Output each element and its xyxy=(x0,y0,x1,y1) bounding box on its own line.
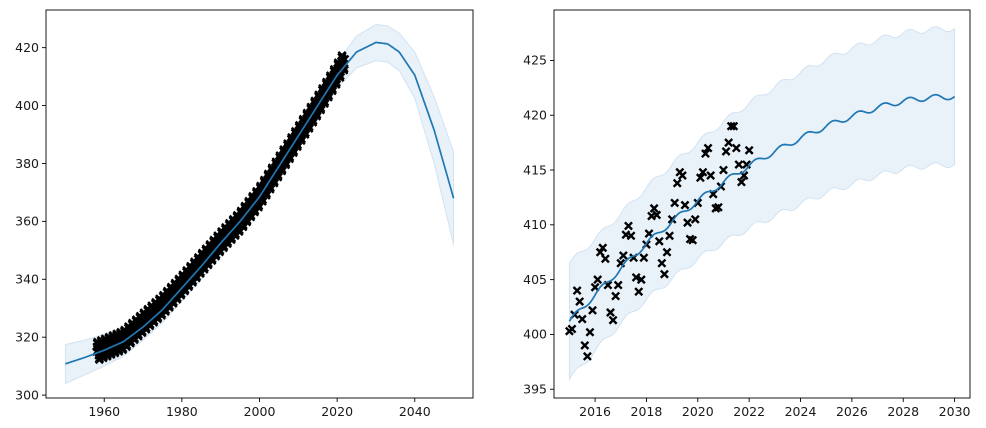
observation-marker xyxy=(688,235,698,245)
observation-marker xyxy=(606,308,615,317)
observation-marker xyxy=(618,251,628,260)
observation-marker xyxy=(624,221,633,231)
left-chart-panel: 1960 1980 2000 2020 2040 300 320 340 360 380 400 42… xyxy=(15,9,474,419)
x-tick-label: 2024 xyxy=(785,404,817,419)
observation-marker xyxy=(567,324,577,334)
observation-marker xyxy=(611,291,621,301)
axes-frame xyxy=(553,9,971,399)
y-tick-label: 420 xyxy=(523,108,547,123)
observation-marker xyxy=(724,138,734,148)
y-tick-label: 340 xyxy=(15,272,39,287)
x-tick-label: 2020 xyxy=(682,404,714,419)
x-tick-label: 2026 xyxy=(836,404,868,419)
observation-marker xyxy=(588,305,597,315)
observation-marker xyxy=(703,143,713,153)
observation-marker xyxy=(744,145,754,155)
observation-marker xyxy=(626,231,636,241)
observation-marker xyxy=(662,247,672,257)
mean-prediction-line xyxy=(65,41,455,365)
x-tick-label: 2000 xyxy=(244,404,276,419)
x-tick-label: 2020 xyxy=(321,404,353,419)
observation-marker xyxy=(580,340,590,350)
mean-prediction-line xyxy=(568,93,956,322)
observation-marker xyxy=(613,280,623,290)
observation-marker xyxy=(731,143,741,153)
y-tick-label: 380 xyxy=(15,156,39,171)
observation-marker xyxy=(654,236,664,246)
observation-marker xyxy=(734,160,744,169)
y-tick-label: 420 xyxy=(15,40,39,55)
observation-marker xyxy=(575,297,585,306)
x-tick-label: 2016 xyxy=(579,404,611,419)
y-tick-label: 395 xyxy=(523,382,547,397)
right-chart-panel: 2016 2018 2020 2022 2024 2026 2028 2030 395 400 40… xyxy=(523,9,971,419)
observation-marker xyxy=(672,178,682,188)
observation-marker xyxy=(636,275,646,285)
observation-marker xyxy=(680,200,690,210)
y-tick-label: 360 xyxy=(15,214,39,229)
observation-marker xyxy=(683,218,692,228)
x-tick-label: 2030 xyxy=(939,404,971,419)
observation-marker xyxy=(593,275,603,285)
y-tick-label: 300 xyxy=(15,387,39,402)
observation-marker xyxy=(659,269,669,279)
y-tick-label: 415 xyxy=(523,162,547,177)
x-tick-label: 2028 xyxy=(887,404,919,419)
observation-marker xyxy=(652,210,662,220)
x-tick-label: 2040 xyxy=(399,404,431,419)
observation-marker xyxy=(670,198,680,208)
observation-marker xyxy=(690,214,700,224)
observation-marker xyxy=(600,254,610,264)
observation-marker xyxy=(572,286,582,296)
observation-marker xyxy=(698,167,708,177)
observation-marker xyxy=(657,258,667,268)
observation-marker xyxy=(577,314,587,324)
observation-marker xyxy=(598,243,608,253)
observation-marker xyxy=(582,351,592,361)
observation-marker xyxy=(340,54,350,64)
y-tick-label: 320 xyxy=(15,329,39,344)
y-tick-label: 425 xyxy=(523,53,547,68)
observation-marker xyxy=(665,231,675,241)
observation-marker xyxy=(631,272,641,282)
observation-marker xyxy=(713,202,723,212)
y-tick-label: 410 xyxy=(523,217,547,232)
confidence-band xyxy=(568,26,956,382)
observation-marker xyxy=(677,171,687,180)
observation-marker xyxy=(706,171,716,180)
x-tick-label: 2022 xyxy=(733,404,765,419)
x-tick-label: 1980 xyxy=(166,404,198,419)
observation-marker xyxy=(719,165,728,175)
observation-marker xyxy=(729,121,739,131)
observation-marker xyxy=(639,253,649,263)
observation-markers xyxy=(92,50,350,365)
y-tick-label: 405 xyxy=(523,272,547,287)
observation-marker xyxy=(649,203,659,213)
x-tick-label: 1960 xyxy=(88,404,120,419)
observation-marker xyxy=(634,287,644,297)
y-tick-label: 400 xyxy=(523,327,547,342)
observation-marker xyxy=(695,173,705,183)
x-tick-label: 2018 xyxy=(631,404,663,419)
observation-marker xyxy=(701,149,710,159)
observation-marker xyxy=(726,121,736,131)
observation-marker xyxy=(608,315,618,325)
observation-marker xyxy=(721,146,731,156)
observation-marker xyxy=(585,327,595,337)
observation-marker xyxy=(737,177,746,187)
y-tick-label: 400 xyxy=(15,98,39,113)
